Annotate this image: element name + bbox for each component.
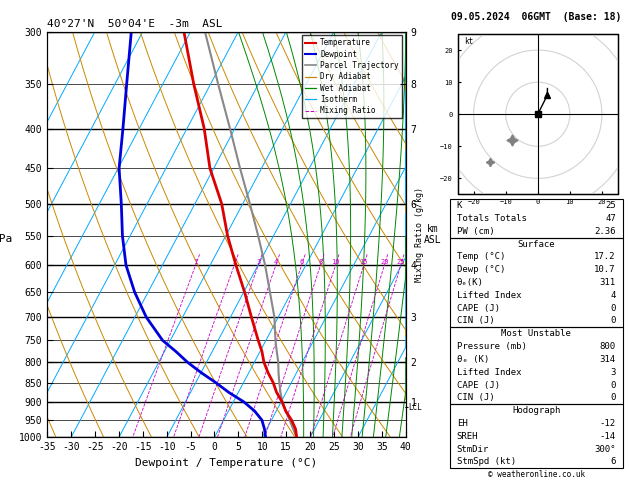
Text: Surface: Surface — [518, 240, 555, 249]
Text: θₑ (K): θₑ (K) — [457, 355, 489, 364]
Text: 47: 47 — [605, 214, 616, 223]
Text: CAPE (J): CAPE (J) — [457, 304, 499, 312]
Text: 0: 0 — [610, 316, 616, 326]
Text: 25: 25 — [396, 259, 405, 265]
Text: 4: 4 — [274, 259, 278, 265]
Text: 6: 6 — [299, 259, 304, 265]
Text: 25: 25 — [605, 201, 616, 210]
Bar — [450, 404, 623, 469]
Text: Dewp (°C): Dewp (°C) — [457, 265, 505, 274]
Text: CIN (J): CIN (J) — [457, 316, 494, 326]
Text: Hodograph: Hodograph — [512, 406, 560, 415]
Text: 2.36: 2.36 — [594, 227, 616, 236]
Text: LCL: LCL — [408, 403, 422, 412]
Text: 10: 10 — [331, 259, 340, 265]
X-axis label: Dewpoint / Temperature (°C): Dewpoint / Temperature (°C) — [135, 458, 318, 468]
Text: -14: -14 — [599, 432, 616, 441]
Text: 311: 311 — [599, 278, 616, 287]
Text: 800: 800 — [599, 342, 616, 351]
Bar — [450, 199, 623, 238]
Text: Temp (°C): Temp (°C) — [457, 252, 505, 261]
Text: Pressure (mb): Pressure (mb) — [457, 342, 526, 351]
Text: 0: 0 — [610, 393, 616, 402]
Text: 8: 8 — [318, 259, 323, 265]
Text: CAPE (J): CAPE (J) — [457, 381, 499, 390]
Text: 20: 20 — [380, 259, 389, 265]
Text: 6: 6 — [610, 457, 616, 467]
Text: 3: 3 — [256, 259, 260, 265]
Text: -12: -12 — [599, 419, 616, 428]
Text: Most Unstable: Most Unstable — [501, 330, 571, 338]
Text: © weatheronline.co.uk: © weatheronline.co.uk — [487, 470, 585, 479]
Text: 4: 4 — [610, 291, 616, 300]
Text: 1: 1 — [194, 259, 198, 265]
Text: 40°27'N  50°04'E  -3m  ASL: 40°27'N 50°04'E -3m ASL — [47, 19, 223, 30]
Text: 0: 0 — [610, 381, 616, 390]
Text: 15: 15 — [360, 259, 368, 265]
Y-axis label: hPa: hPa — [0, 235, 13, 244]
Text: 2: 2 — [232, 259, 237, 265]
Y-axis label: km
ASL: km ASL — [425, 224, 442, 245]
Text: Totals Totals: Totals Totals — [457, 214, 526, 223]
Text: 300°: 300° — [594, 445, 616, 453]
Text: 09.05.2024  06GMT  (Base: 18): 09.05.2024 06GMT (Base: 18) — [451, 12, 621, 22]
Text: 17.2: 17.2 — [594, 252, 616, 261]
Text: kt: kt — [464, 36, 473, 46]
Text: PW (cm): PW (cm) — [457, 227, 494, 236]
Text: EH: EH — [457, 419, 467, 428]
Text: StmSpd (kt): StmSpd (kt) — [457, 457, 516, 467]
Text: K: K — [457, 201, 462, 210]
Text: 3: 3 — [610, 368, 616, 377]
Legend: Temperature, Dewpoint, Parcel Trajectory, Dry Adiabat, Wet Adiabat, Isotherm, Mi: Temperature, Dewpoint, Parcel Trajectory… — [302, 35, 402, 118]
Text: Lifted Index: Lifted Index — [457, 368, 521, 377]
Text: CIN (J): CIN (J) — [457, 393, 494, 402]
Bar — [450, 328, 623, 404]
Text: θₑ(K): θₑ(K) — [457, 278, 484, 287]
Text: Lifted Index: Lifted Index — [457, 291, 521, 300]
Text: 0: 0 — [610, 304, 616, 312]
Text: 10.7: 10.7 — [594, 265, 616, 274]
Text: Mixing Ratio (g/kg): Mixing Ratio (g/kg) — [415, 187, 424, 282]
Bar — [450, 238, 623, 328]
Text: StmDir: StmDir — [457, 445, 489, 453]
Text: 314: 314 — [599, 355, 616, 364]
Text: SREH: SREH — [457, 432, 478, 441]
